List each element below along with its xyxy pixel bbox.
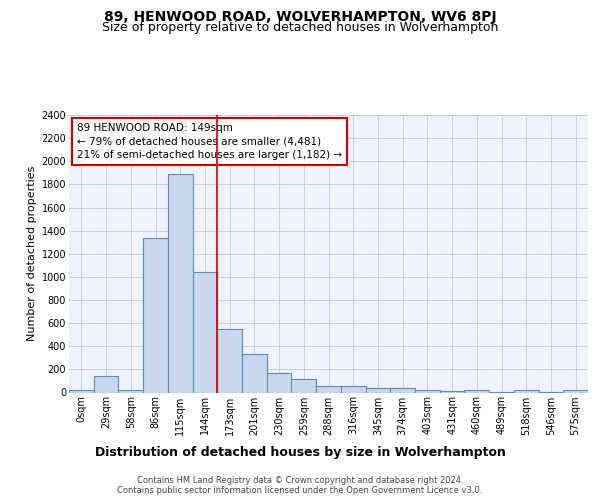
Bar xyxy=(316,386,341,392)
Text: Contains public sector information licensed under the Open Government Licence v3: Contains public sector information licen… xyxy=(118,486,482,495)
Bar xyxy=(143,238,168,392)
Bar xyxy=(118,390,143,392)
Bar xyxy=(563,390,588,392)
Bar xyxy=(365,388,390,392)
Bar xyxy=(390,388,415,392)
Bar xyxy=(341,386,365,392)
Text: 89, HENWOOD ROAD, WOLVERHAMPTON, WV6 8PJ: 89, HENWOOD ROAD, WOLVERHAMPTON, WV6 8PJ xyxy=(104,10,496,24)
Bar xyxy=(514,390,539,392)
Bar xyxy=(464,390,489,392)
Bar xyxy=(217,329,242,392)
Bar xyxy=(292,378,316,392)
Y-axis label: Number of detached properties: Number of detached properties xyxy=(28,166,37,342)
Bar xyxy=(69,390,94,392)
Bar xyxy=(267,373,292,392)
Bar xyxy=(168,174,193,392)
Text: Size of property relative to detached houses in Wolverhampton: Size of property relative to detached ho… xyxy=(102,22,498,35)
Text: Contains HM Land Registry data © Crown copyright and database right 2024.: Contains HM Land Registry data © Crown c… xyxy=(137,476,463,485)
Bar xyxy=(193,272,217,392)
Bar xyxy=(94,376,118,392)
Bar xyxy=(415,390,440,392)
Bar xyxy=(440,391,464,392)
Text: Distribution of detached houses by size in Wolverhampton: Distribution of detached houses by size … xyxy=(95,446,505,459)
Text: 89 HENWOOD ROAD: 149sqm
← 79% of detached houses are smaller (4,481)
21% of semi: 89 HENWOOD ROAD: 149sqm ← 79% of detache… xyxy=(77,124,342,160)
Bar xyxy=(242,354,267,393)
